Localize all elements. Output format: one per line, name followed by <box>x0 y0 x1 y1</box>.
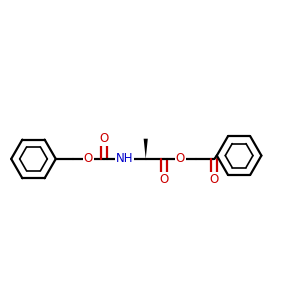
Text: O: O <box>159 172 169 186</box>
Text: O: O <box>83 152 93 165</box>
Text: O: O <box>176 152 185 165</box>
Polygon shape <box>144 139 148 159</box>
Text: O: O <box>210 172 219 186</box>
Text: NH: NH <box>116 152 133 165</box>
Text: O: O <box>100 132 109 145</box>
